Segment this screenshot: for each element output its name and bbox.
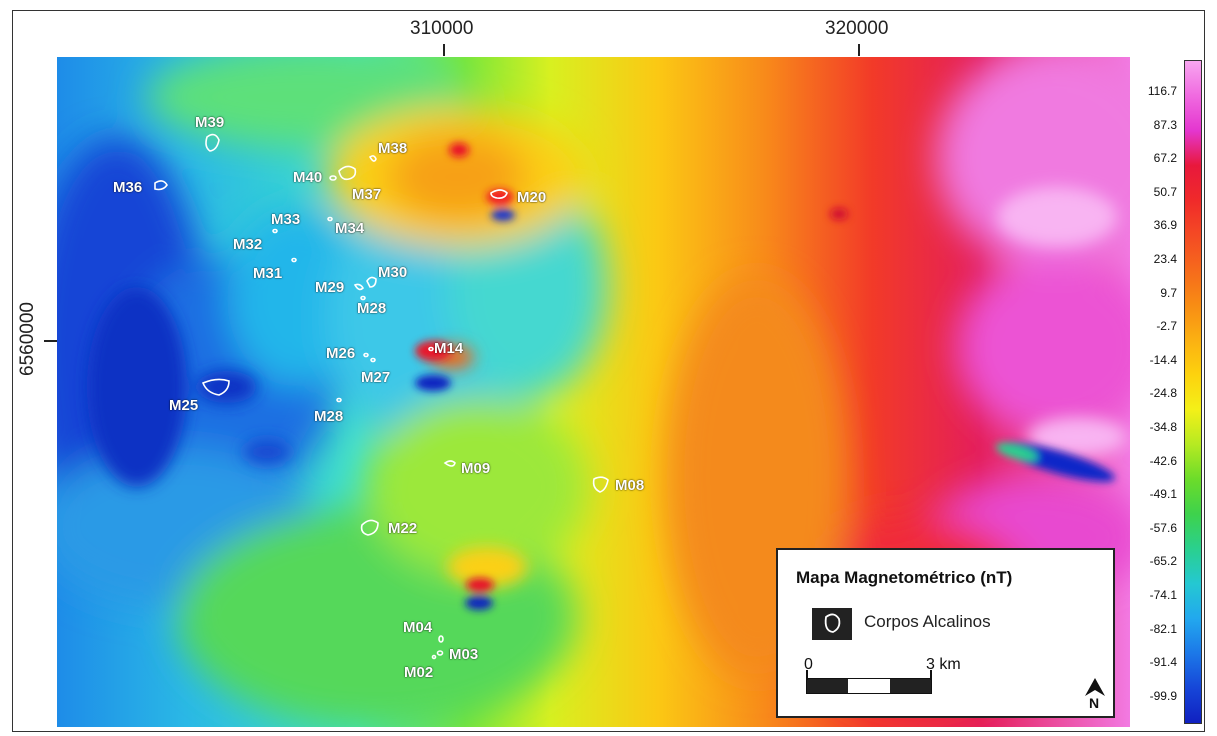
colorbar-label: -91.4 [1149,655,1177,670]
scale-start-label: 0 [804,656,813,673]
body-label-m02: M02 [404,664,434,681]
colorbar-label: -82.1 [1149,621,1177,636]
scale-bar [806,678,932,694]
colorbar-label: 87.3 [1153,117,1177,132]
scale-left-tick [806,670,808,680]
body-label-m27: M27 [361,369,391,386]
magnetometric-map[interactable] [57,57,1130,727]
body-label-m38: M38 [378,140,408,157]
alkaline-body-swatch [812,608,852,640]
body-label-m39: M39 [195,114,225,131]
alkaline-body-icon [824,613,841,633]
colorbar-label: -14.4 [1149,352,1177,367]
body-label-m40: M40 [293,169,323,186]
colorbar-label: 36.9 [1153,218,1177,233]
colorbar-label: 50.7 [1153,184,1177,199]
map-frame [12,10,1205,732]
body-label-m28-north: M28 [357,300,387,317]
body-label-m22: M22 [388,520,418,537]
north-arrow-icon [1085,678,1105,696]
x-tick-mark-320000 [858,44,860,56]
x-tick-320000: 320000 [825,18,889,39]
body-label-m08: M08 [615,477,645,494]
body-label-m26: M26 [326,345,356,362]
x-tick-mark-310000 [443,44,445,56]
body-label-m04: M04 [403,619,433,636]
colorbar-label: -34.8 [1149,420,1177,434]
colorbar-label: 23.4 [1153,252,1177,266]
scale-segment-3 [889,679,931,693]
colorbar-label: -49.1 [1149,487,1177,502]
legend-box: Mapa Magnetométrico (nT) Corpos Alcalino… [776,548,1115,718]
colorbar-label: -99.9 [1149,688,1177,703]
colorbar-label: -42.6 [1149,453,1177,468]
colorbar-label: -65.2 [1149,554,1177,569]
body-label-m20: M20 [517,189,547,206]
body-label-m37: M37 [352,186,382,203]
colorbar-label: 9.7 [1160,285,1177,300]
body-label-m25: M25 [169,397,199,414]
scale-segment-2 [848,679,890,693]
legend-title: Mapa Magnetométrico (nT) [796,568,1013,587]
scale-segment-1 [807,679,849,693]
body-label-m32: M32 [233,236,263,253]
colorbar-label: -24.8 [1149,386,1177,401]
body-label-m09: M09 [461,460,491,477]
x-tick-310000: 310000 [410,18,474,39]
colorbar-label: -57.6 [1149,520,1177,535]
body-label-m33: M33 [271,211,301,228]
scale-end-label: 3 km [926,656,961,673]
body-label-m14: M14 [434,340,464,357]
body-label-m28-south: M28 [314,408,344,425]
body-label-m29: M29 [315,279,345,296]
colorbar-label: -2.7 [1156,319,1177,334]
body-label-m30: M30 [378,264,408,281]
colorbar-label: -74.1 [1149,588,1177,602]
colorbar [1184,60,1202,724]
map-raster [57,57,1130,727]
body-label-m31: M31 [253,265,283,282]
body-label-m34: M34 [335,220,365,237]
colorbar-label: 67.2 [1153,151,1177,166]
alkaline-bodies [154,133,609,660]
colorbar-label: 116.7 [1147,84,1177,98]
y-tick-6560000: 6560000 [17,302,38,376]
legend-item-label: Corpos Alcalinos [864,612,991,631]
north-label: N [1089,695,1100,711]
body-label-m36: M36 [113,179,143,196]
scale-right-tick [930,670,932,680]
y-tick-mark-6560000 [44,340,57,342]
body-label-m03: M03 [449,646,479,663]
